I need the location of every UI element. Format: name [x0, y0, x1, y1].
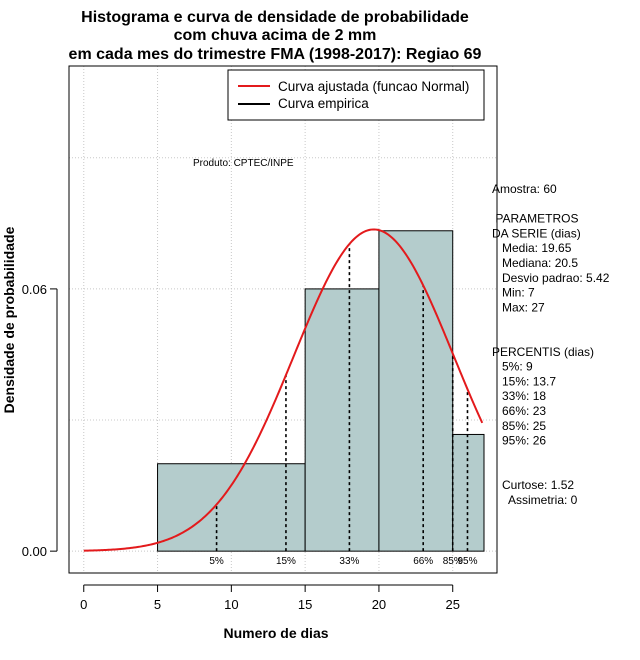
x-axis-label: Numero de dias — [223, 625, 328, 641]
title-line-1: Histograma e curva de densidade de proba… — [81, 9, 469, 26]
stat-line-13: 5%: 9 — [492, 360, 533, 374]
stat-line-18: 95%: 26 — [492, 434, 546, 448]
stat-line-6: Mediana: 20.5 — [492, 256, 578, 270]
x-tick-label: 20 — [372, 597, 386, 612]
histogram-bar-2 — [304, 288, 380, 552]
x-tick-label: 15 — [298, 597, 312, 612]
stat-line-15: 33%: 18 — [492, 389, 546, 403]
title-line-3: em cada mes do trimestre FMA (1998-2017)… — [69, 46, 482, 63]
percentile-label-2: 15% — [276, 556, 296, 567]
percentile-label-3: 33% — [339, 556, 359, 567]
percentile-labels: 5% 15% 33% 66% 85%95% — [209, 556, 477, 567]
x-tick-label: 25 — [445, 597, 459, 612]
percentile-label-6: 95% — [457, 556, 477, 567]
legend-empirical-label: Curva empirica — [278, 96, 369, 111]
percentile-label-1: 5% — [209, 556, 224, 567]
stat-line-3: PARAMETROS — [492, 212, 578, 226]
histogram-bars — [157, 230, 485, 552]
histogram-bar-1 — [157, 463, 306, 552]
histogram-bar-3 — [378, 230, 454, 552]
percentile-label-4: 66% — [413, 556, 433, 567]
stat-line-4: DA SERIE (dias) — [492, 226, 581, 240]
x-tick-label: 0 — [80, 597, 87, 612]
stat-line-16: 66%: 23 — [492, 404, 546, 418]
percentile-lines — [215, 244, 469, 552]
x-tick-label: 5 — [154, 597, 161, 612]
stat-line-12: PERCENTIS (dias) — [492, 345, 594, 359]
stat-line-5: Media: 19.65 — [492, 241, 572, 255]
stat-line-21: Curtose: 1.52 — [492, 478, 574, 492]
normal-fit-curve — [83, 228, 484, 552]
stat-line-7: Desvio padrao: 5.42 — [492, 271, 610, 285]
x-tick-label: 10 — [224, 597, 238, 612]
legend-box — [227, 69, 485, 121]
legend-fit-label: Curva ajustada (funcao Normal) — [278, 79, 469, 94]
histogram-bar-4 — [452, 433, 485, 552]
legend: Curva ajustada (funcao Normal) Curva emp… — [227, 69, 485, 121]
plot-frame — [68, 65, 498, 574]
x-axis: 0 5 10 15 20 25 — [80, 584, 460, 612]
chart-title: Histograma e curva de densidade de proba… — [69, 9, 482, 63]
percentile-label-5: 85% — [443, 556, 463, 567]
y-axis-label: Densidade de probabilidade — [1, 226, 17, 413]
stat-line-22: Assimetria: 0 — [492, 493, 578, 507]
stat-line-8: Min: 7 — [492, 286, 535, 300]
y-axis: 0.00 0.06 — [22, 282, 58, 559]
stat-line-17: 85%: 25 — [492, 419, 546, 433]
title-line-2: com chuva acima de 2 mm — [174, 27, 377, 44]
product-credit: Produto: CPTEC/INPE — [193, 158, 294, 169]
stat-line-1: Amostra: 60 — [492, 182, 557, 196]
stat-line-9: Max: 27 — [492, 300, 545, 314]
y-tick-label: 0.00 — [22, 544, 47, 559]
stat-line-14: 15%: 13.7 — [492, 374, 556, 388]
y-tick-label: 0.06 — [22, 282, 47, 297]
